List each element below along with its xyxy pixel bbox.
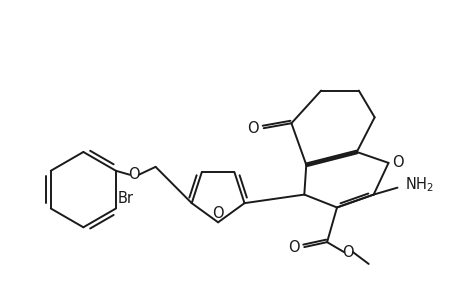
Text: Br: Br [118,191,134,206]
Text: O: O [341,244,353,260]
Text: O: O [246,121,258,136]
Text: O: O [392,155,403,170]
Text: O: O [287,240,299,255]
Text: O: O [212,206,224,221]
Text: NH$_2$: NH$_2$ [404,175,433,194]
Text: O: O [128,167,140,182]
